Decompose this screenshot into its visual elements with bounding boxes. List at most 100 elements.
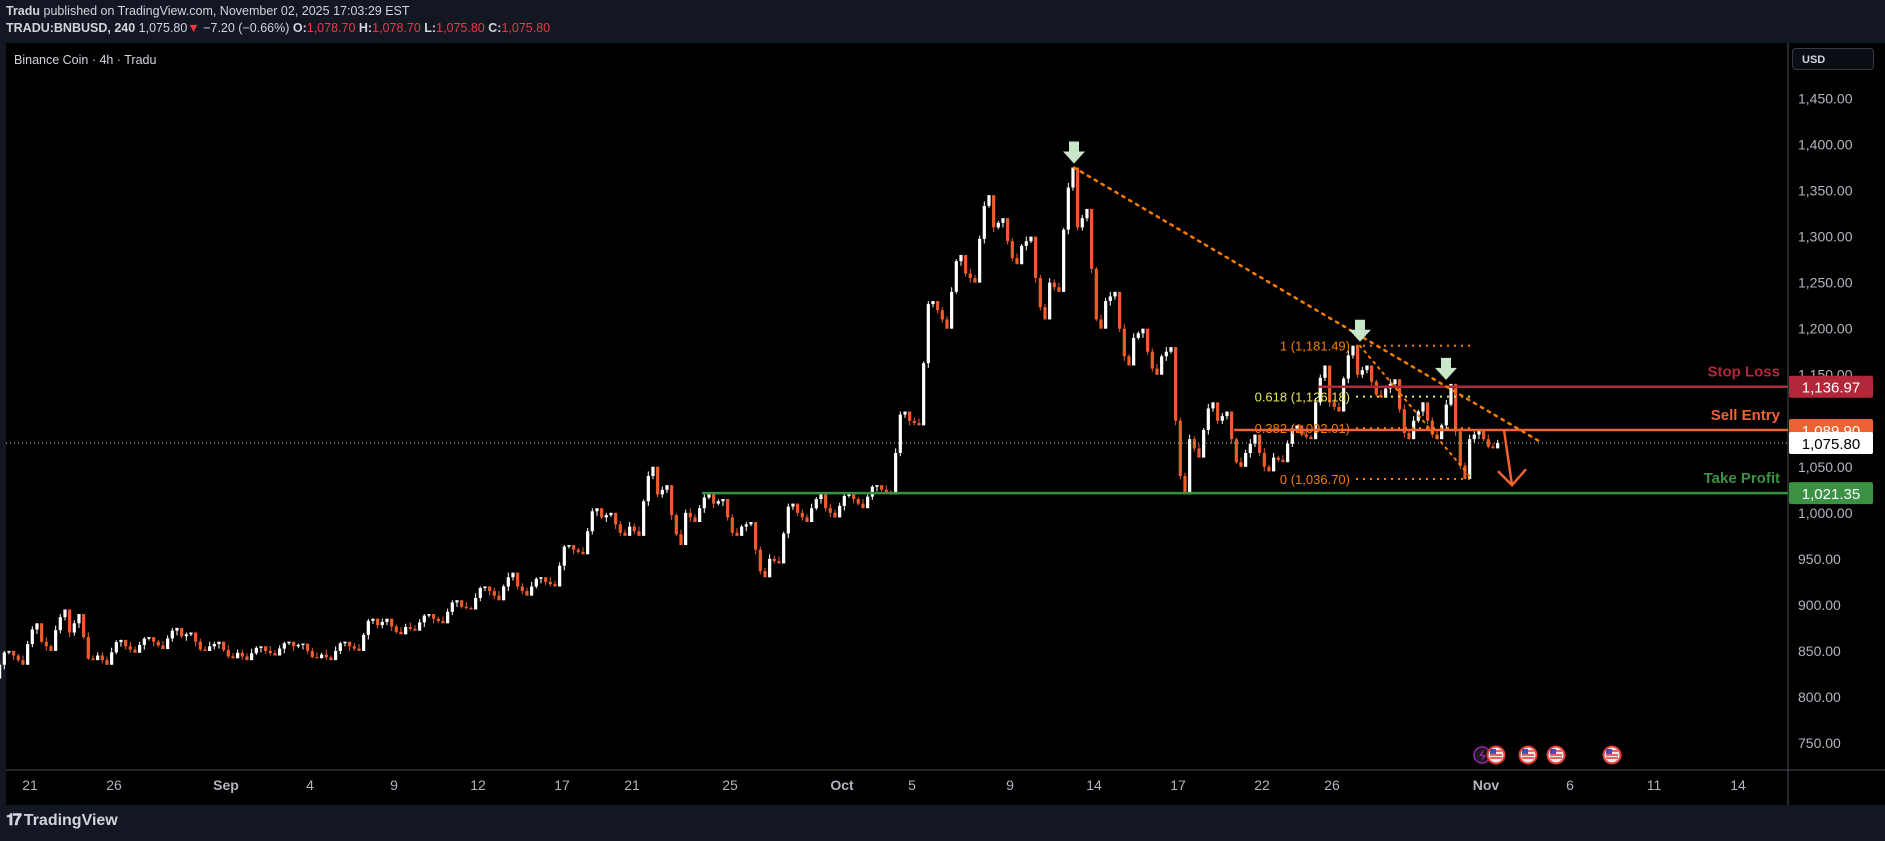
- candle-body: [1118, 291, 1122, 329]
- candle-body: [390, 618, 394, 627]
- candle-body: [959, 255, 963, 262]
- candle-body: [1472, 434, 1476, 440]
- close-label: C:: [488, 21, 502, 35]
- level-label: Take Profit: [1704, 470, 1780, 487]
- candle-body: [1113, 291, 1117, 297]
- candle-body: [1001, 218, 1005, 223]
- candle-body: [474, 597, 478, 610]
- candle-body: [40, 623, 44, 642]
- candle-body: [632, 526, 636, 532]
- candle-body: [670, 485, 674, 516]
- candle-body: [982, 205, 986, 239]
- candle-body: [1444, 404, 1448, 426]
- candle-body: [1402, 409, 1406, 434]
- candle-body: [656, 466, 660, 495]
- candle-body: [124, 639, 128, 647]
- candle-body: [1043, 307, 1047, 320]
- time-tick-label: 21: [624, 777, 640, 793]
- candle-body: [12, 650, 16, 656]
- candle-body: [1211, 402, 1215, 409]
- publish-info: Tradu published on TradingView.com, Nove…: [6, 4, 410, 18]
- candle-body: [175, 627, 179, 631]
- price-tick-label: 1,450.00: [1798, 91, 1853, 107]
- tradingview-logo[interactable]: 𝟏𝟕 TradingView: [6, 812, 118, 830]
- tv-logo-icon: 𝟏𝟕: [6, 812, 22, 829]
- chart-title: Binance Coin · 4h · Tradu: [14, 53, 157, 67]
- candle-body: [590, 511, 594, 532]
- candle-body: [791, 503, 795, 507]
- candle-body: [292, 641, 296, 647]
- candle-body: [1108, 296, 1112, 302]
- candle-body: [91, 658, 95, 661]
- candle-body: [1374, 381, 1378, 395]
- candle-body: [805, 517, 809, 523]
- candle-body: [567, 545, 571, 547]
- time-tick-label: 14: [1730, 777, 1746, 793]
- candle-body: [1020, 245, 1024, 265]
- candle-body: [1146, 328, 1150, 352]
- candle-body: [870, 486, 874, 497]
- price-tick-label: 1,000.00: [1798, 505, 1853, 521]
- candle-body: [1370, 365, 1374, 382]
- candle-body: [138, 644, 142, 653]
- candle-body: [1132, 337, 1136, 366]
- candle-body: [446, 611, 450, 624]
- candle-body: [618, 524, 622, 533]
- candle-body: [1426, 402, 1430, 421]
- time-tick-label: 26: [106, 777, 122, 793]
- candle-body: [1150, 351, 1154, 369]
- candle-body: [936, 301, 940, 311]
- candle-body: [847, 494, 851, 496]
- candle-body: [30, 629, 34, 645]
- candle-body: [273, 653, 277, 656]
- candle-body: [371, 618, 375, 621]
- candle-body: [170, 630, 174, 639]
- candle-body: [1253, 434, 1257, 444]
- down-arrow-icon: [1349, 319, 1371, 342]
- candle-body: [460, 600, 464, 607]
- lightning-glyph: [1479, 749, 1486, 762]
- candle-body: [1454, 383, 1458, 432]
- trendline: [1072, 166, 1544, 445]
- candle-body: [1057, 287, 1061, 292]
- candle-body: [712, 494, 716, 504]
- candle-body: [842, 495, 846, 506]
- candle-body: [861, 503, 865, 509]
- candle-body: [315, 657, 319, 659]
- chart-panel[interactable]: [6, 43, 1885, 805]
- currency-button[interactable]: USD: [1792, 48, 1874, 70]
- price-tick-label: 800.00: [1798, 689, 1841, 705]
- candle-body: [1160, 356, 1164, 375]
- current-price-tag: [1789, 432, 1873, 455]
- candle-body: [511, 572, 515, 578]
- candle-body: [404, 626, 408, 635]
- candle-body: [152, 637, 156, 642]
- candle-body: [133, 649, 137, 653]
- candle-body: [301, 643, 305, 645]
- last-price: 1,075.80: [138, 21, 188, 35]
- candle-body: [427, 614, 431, 616]
- candle-body: [772, 558, 776, 562]
- price-tag-label: 1,021.35: [1802, 486, 1860, 503]
- publisher-name: Tradu: [6, 4, 41, 18]
- time-tick-label: 12: [470, 777, 486, 793]
- candle-body: [320, 654, 324, 659]
- candle-body: [366, 620, 370, 635]
- candle-body: [894, 452, 898, 495]
- candle-body: [796, 503, 800, 513]
- candle-body: [254, 647, 258, 654]
- candle-body: [198, 641, 202, 650]
- time-tick-label: 4: [306, 777, 314, 793]
- candle-body: [1295, 425, 1299, 429]
- candle-body: [1463, 465, 1467, 480]
- candle-body: [1178, 420, 1182, 476]
- flag-canton: [1550, 749, 1556, 754]
- candle-body: [1351, 345, 1355, 356]
- candle-body: [1136, 333, 1140, 338]
- close-value: 1,075.80: [501, 21, 551, 35]
- candle-body: [1192, 439, 1196, 449]
- candle-body: [1244, 452, 1248, 467]
- flag-stripes: [1522, 750, 1534, 759]
- candle-body: [534, 578, 538, 587]
